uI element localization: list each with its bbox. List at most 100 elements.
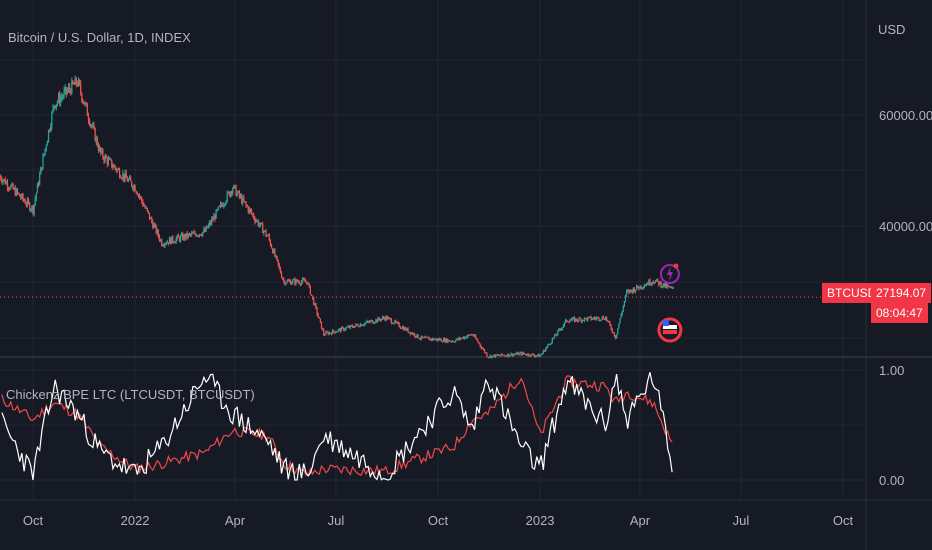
candle-body xyxy=(2,180,4,183)
candle-body xyxy=(113,165,115,168)
candle-body xyxy=(465,336,467,338)
candle-body xyxy=(297,281,299,283)
candle-body xyxy=(476,338,478,341)
candle-body xyxy=(238,191,240,197)
candle-body xyxy=(100,147,102,153)
candle-body xyxy=(110,158,112,160)
candle-body xyxy=(531,353,533,355)
candle-body xyxy=(384,318,386,321)
candle-body xyxy=(62,96,64,98)
candle-body xyxy=(9,188,11,190)
candle-body xyxy=(610,325,612,330)
candle-body xyxy=(136,192,138,196)
candle-body xyxy=(154,224,156,226)
candle-body xyxy=(152,221,154,228)
candle-body xyxy=(485,352,487,354)
candle-body xyxy=(424,337,426,339)
candle-body xyxy=(389,318,391,320)
candle-body xyxy=(631,290,633,293)
candle-body xyxy=(317,314,319,317)
candle-body xyxy=(16,189,19,193)
candle-body xyxy=(562,325,564,328)
event-alert-dot xyxy=(673,263,679,269)
candle-body xyxy=(371,320,374,324)
candle-body xyxy=(275,256,277,258)
candle-body xyxy=(337,329,339,332)
candle-body xyxy=(218,205,221,207)
candle-body xyxy=(163,245,165,247)
candle-body xyxy=(286,280,288,283)
candle-body xyxy=(573,317,576,322)
indicator-label[interactable]: Chickenz BPE LTC (LTCUSDT, BTCUSDT) xyxy=(6,387,255,402)
candle-body xyxy=(326,331,328,333)
candle-body xyxy=(581,319,583,322)
candle-body xyxy=(609,321,611,326)
time-tick-label: Apr xyxy=(225,513,246,528)
candle-body xyxy=(314,303,316,305)
candle-body xyxy=(406,328,408,331)
candle-body xyxy=(555,334,557,336)
candle-body xyxy=(205,226,207,232)
candle-body xyxy=(228,191,230,196)
candle-body xyxy=(410,332,412,335)
candle-body xyxy=(528,353,530,356)
candle-body xyxy=(518,353,520,355)
candle-body xyxy=(526,354,528,356)
candle-body xyxy=(64,87,66,91)
candle-body xyxy=(405,327,407,331)
candle-body xyxy=(226,192,228,202)
candle-body xyxy=(346,327,348,329)
candle-body xyxy=(19,193,21,197)
candle-body xyxy=(360,324,363,326)
candle-body xyxy=(579,317,581,319)
candle-body xyxy=(648,280,650,285)
candle-body xyxy=(111,159,113,168)
candle-body xyxy=(66,90,68,94)
candle-body xyxy=(339,328,341,332)
candle-body xyxy=(309,285,311,295)
candle-body xyxy=(604,317,607,320)
candle-body xyxy=(26,199,29,205)
candle-body xyxy=(334,331,336,333)
candle-body xyxy=(588,316,590,318)
candle-body xyxy=(179,235,182,241)
candle-body xyxy=(209,222,212,224)
candle-body xyxy=(397,322,399,324)
candle-body xyxy=(17,192,20,194)
candle-body xyxy=(319,318,321,322)
candle-body xyxy=(133,185,135,190)
candle-body xyxy=(642,287,644,289)
candle-body xyxy=(290,282,293,285)
candle-body xyxy=(547,344,549,347)
candle-body xyxy=(300,281,303,285)
candle-body xyxy=(475,335,477,339)
candle-body xyxy=(7,188,10,190)
candle-body xyxy=(144,205,146,208)
candle-body xyxy=(175,238,177,243)
candle-body xyxy=(599,320,601,322)
candle-body xyxy=(670,287,672,289)
candle-body xyxy=(305,281,307,283)
time-tick-label: 2023 xyxy=(526,513,555,528)
candle-body xyxy=(325,331,327,335)
candle-body xyxy=(457,338,459,340)
indicator-tick-label: 0.00 xyxy=(879,473,904,488)
candle-body xyxy=(529,355,531,357)
time-tick-label: Jul xyxy=(328,513,345,528)
candle-body xyxy=(487,356,489,358)
candle-body xyxy=(367,321,369,323)
candle-body xyxy=(654,280,657,284)
candle-body xyxy=(532,354,535,356)
candle-body xyxy=(130,177,132,182)
candle-body xyxy=(587,317,589,321)
candle-body xyxy=(448,339,450,342)
candle-body xyxy=(79,79,81,85)
candle-body xyxy=(359,324,361,327)
candle-body xyxy=(298,281,300,284)
candle-body xyxy=(316,307,318,315)
candle-body xyxy=(622,305,624,312)
price-unit-label: USD xyxy=(878,22,906,37)
candle-body xyxy=(285,282,287,285)
candle-body xyxy=(482,348,485,350)
